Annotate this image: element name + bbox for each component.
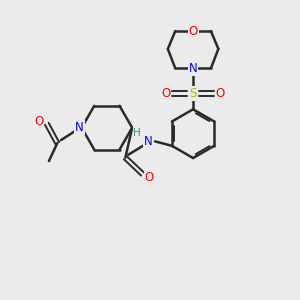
Text: O: O [216,87,225,100]
Text: O: O [188,25,198,38]
Text: O: O [161,87,170,100]
Text: N: N [189,62,197,75]
Text: O: O [34,115,43,128]
Text: H: H [133,128,141,138]
Text: O: O [145,170,154,184]
Text: N: N [144,135,153,148]
Text: N: N [75,121,84,134]
Text: S: S [189,87,197,100]
